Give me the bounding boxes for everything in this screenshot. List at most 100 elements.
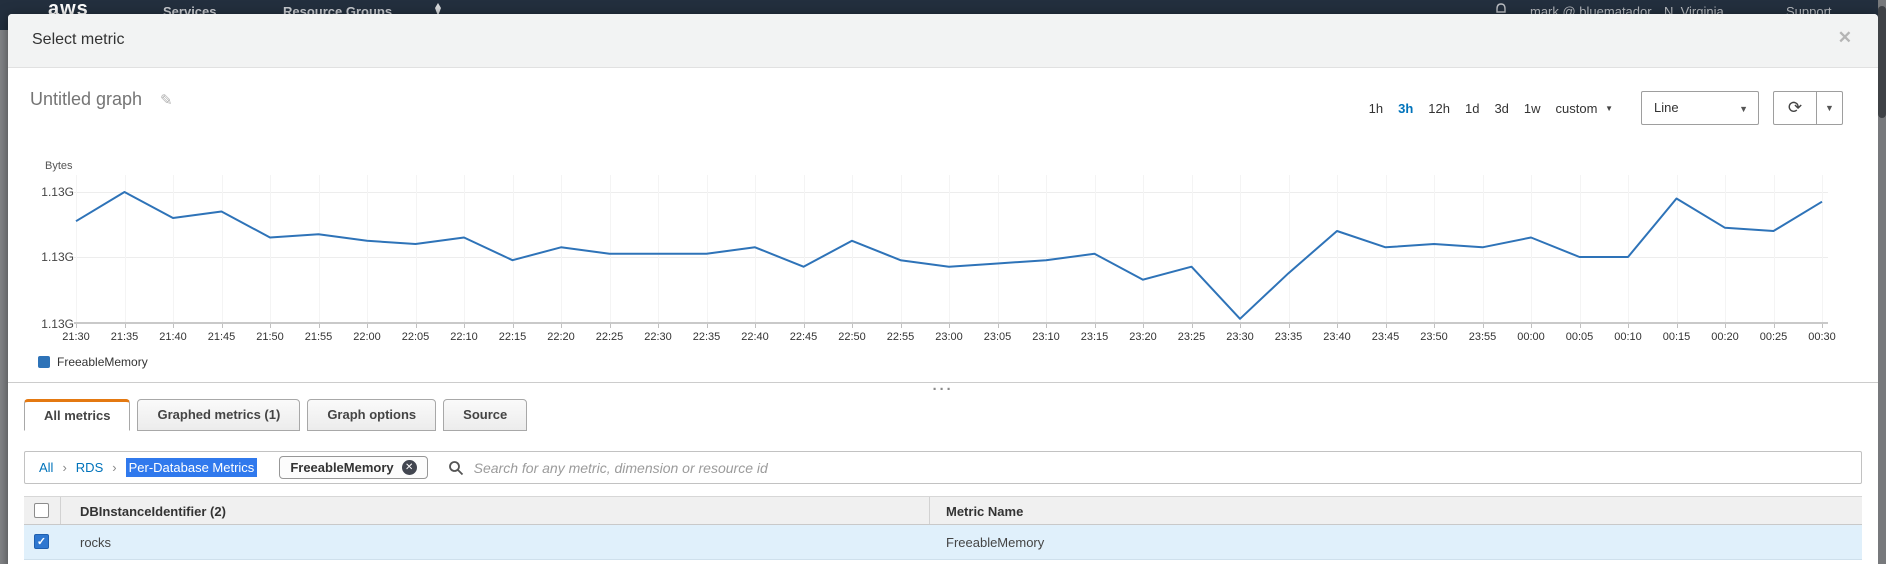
refresh-icon[interactable]: ⟳ <box>1773 91 1817 125</box>
x-tick-label: 21:55 <box>304 331 333 343</box>
breadcrumb-separator: › <box>112 460 117 475</box>
axis-tick <box>76 324 77 328</box>
axis-tick <box>221 324 223 328</box>
range-button-12h[interactable]: 12h <box>1428 100 1450 116</box>
table-body: ✓ rocks FreeableMemory <box>24 525 1862 560</box>
tab-graphed-metrics-1-[interactable]: Graphed metrics (1) <box>137 399 301 431</box>
gridline <box>1773 175 1775 322</box>
gridline <box>609 175 611 322</box>
pin-icon[interactable] <box>432 3 444 17</box>
axis-tick <box>1628 324 1629 328</box>
range-buttons: 1h 3h 12h 1d 3d 1w <box>1369 101 1556 116</box>
scrollbar-thumb[interactable] <box>1878 6 1886 118</box>
gridline <box>221 175 223 322</box>
axis-tick <box>1676 324 1678 328</box>
breadcrumb-all[interactable]: All <box>39 460 54 475</box>
resize-handle-icon[interactable]: ··· <box>932 381 954 398</box>
gridline <box>1676 175 1678 322</box>
metric-tabs: All metrics Graphed metrics (1) Graph opti… <box>24 399 534 431</box>
gridline <box>464 175 465 322</box>
column-header-metric-name[interactable]: Metric Name <box>946 504 1024 519</box>
remove-filter-icon[interactable]: ✕ <box>401 460 417 475</box>
select-metric-modal: Select metric ✕ Untitled graph ✎ 1h 3h 12h… <box>8 14 1878 564</box>
axis-tick <box>1046 324 1047 328</box>
axis-tick <box>1337 324 1338 328</box>
range-button-1h[interactable]: 1h <box>1368 100 1384 116</box>
gridline <box>1046 175 1047 322</box>
chart-type-value: Line <box>1654 100 1679 115</box>
tab-source[interactable]: Source <box>443 399 528 431</box>
breadcrumb-per-database-metrics[interactable]: Per-Database Metrics <box>125 458 258 477</box>
refresh-options-caret[interactable]: ▼ <box>1817 91 1843 125</box>
range-button-3d[interactable]: 3d <box>1494 100 1509 116</box>
gridline <box>1725 175 1726 322</box>
gridline <box>367 175 368 322</box>
gridline <box>74 192 1828 193</box>
scrollbar-track[interactable] <box>1878 0 1886 564</box>
column-header-dbinstanceidentifier[interactable]: DBInstanceIdentifier (2) <box>80 504 226 519</box>
chart-type-select[interactable]: Line ▼ <box>1641 91 1759 125</box>
legend-color-swatch <box>38 356 50 368</box>
metric-search-bar: All › RDS › Per-Database Metrics Freeabl… <box>24 451 1862 484</box>
range-button-3h[interactable]: 3h <box>1398 100 1414 116</box>
axis-tick <box>900 324 902 328</box>
gridline <box>318 175 320 322</box>
axis-tick <box>755 324 756 328</box>
x-tick-label: 22:50 <box>838 331 866 343</box>
gridline <box>1143 175 1144 322</box>
gridline <box>852 175 853 322</box>
axis-tick <box>658 324 659 328</box>
axis-tick <box>706 324 708 328</box>
gridline <box>1094 175 1096 322</box>
x-tick-label: 23:40 <box>1323 331 1351 343</box>
breadcrumb-separator: › <box>62 460 67 475</box>
gridline <box>270 175 271 322</box>
search-input[interactable]: Search for any metric, dimension or reso… <box>473 459 768 476</box>
gridline <box>76 175 77 322</box>
range-button-1d[interactable]: 1d <box>1464 100 1480 116</box>
axis-tick <box>1822 324 1823 328</box>
x-tick-label: 23:20 <box>1129 331 1157 343</box>
y-tick-label: 1.13G <box>41 317 74 331</box>
x-tick-label: 23:50 <box>1420 331 1448 343</box>
tab-all-metrics[interactable]: All metrics <box>24 399 131 431</box>
axis-tick <box>512 324 514 328</box>
axis-tick <box>949 324 950 328</box>
bell-icon[interactable] <box>1494 3 1508 17</box>
x-tick-label: 00:10 <box>1614 331 1642 343</box>
custom-range-label: custom <box>1555 100 1598 116</box>
close-icon[interactable]: ✕ <box>1837 28 1852 47</box>
graph-title[interactable]: Untitled graph <box>30 89 143 109</box>
gridline <box>1337 175 1338 322</box>
x-tick-label: 00:15 <box>1662 331 1691 343</box>
select-all-checkbox[interactable] <box>34 503 49 518</box>
custom-range-button[interactable]: custom ▼ <box>1556 101 1613 116</box>
y-tick-label: 1.13G <box>41 250 74 264</box>
gridline <box>803 175 805 322</box>
axis-tick <box>367 324 368 328</box>
x-tick-label: 00:25 <box>1759 331 1788 343</box>
cell-metric-name: FreeableMemory <box>946 535 1045 550</box>
x-axis-line <box>74 322 1828 324</box>
row-checkbox[interactable]: ✓ <box>34 534 49 549</box>
breadcrumb-rds[interactable]: RDS <box>75 460 104 475</box>
table-row[interactable]: ✓ rocks FreeableMemory <box>24 525 1862 560</box>
x-tick-label: 21:35 <box>110 331 139 343</box>
axis-tick <box>1725 324 1726 328</box>
x-tick-label: 00:05 <box>1565 331 1594 343</box>
next-table-row-partial <box>24 560 1862 564</box>
x-tick-label: 23:15 <box>1080 331 1109 343</box>
modal-title: Select metric <box>32 31 125 48</box>
time-range-controls: 1h 3h 12h 1d 3d 1w custom ▼ Line ▼ ⟳ ▼ <box>1369 90 1843 126</box>
edit-pencil-icon[interactable]: ✎ <box>160 92 173 109</box>
tab-graph-options[interactable]: Graph options <box>307 399 437 431</box>
chart-legend[interactable]: FreeableMemory <box>38 355 148 369</box>
axis-tick <box>415 324 417 328</box>
gridline <box>1482 175 1484 322</box>
x-tick-label: 22:35 <box>692 331 721 343</box>
filter-pill-freeablememory[interactable]: FreeableMemory ✕ <box>279 456 428 479</box>
range-button-1w[interactable]: 1w <box>1523 100 1541 116</box>
x-tick-label: 22:45 <box>789 331 818 343</box>
x-tick-label: 22:20 <box>547 331 575 343</box>
